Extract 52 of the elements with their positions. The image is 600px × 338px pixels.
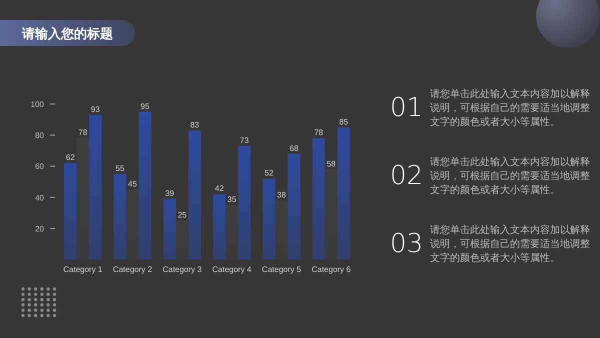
bar xyxy=(138,112,152,260)
chart-title: 请输入您的标题 xyxy=(22,25,113,43)
data-label: 39 xyxy=(165,188,175,198)
y-tick-label: 100 xyxy=(30,100,45,109)
data-label: 42 xyxy=(214,184,224,194)
data-label: 78 xyxy=(78,128,88,138)
text: 请您单击此处输入文本内容加以解释说明，可根据自己的需要适当地调整文字的颜色或者大小等属性。 xyxy=(430,224,591,266)
text: 请您单击此处输入文本内容加以解释说明，可根据自己的需要适当地调整文字的颜色或者大小等属性。 xyxy=(430,88,591,130)
bar xyxy=(238,146,251,260)
x-tick-label: Category 1 xyxy=(63,265,103,274)
bar xyxy=(312,138,325,260)
y-tick-label: 80 xyxy=(35,131,45,140)
y-tick-label: 20 xyxy=(35,224,45,234)
bar xyxy=(188,130,201,260)
text: 02 xyxy=(390,161,424,191)
bar xyxy=(226,205,238,260)
bar xyxy=(64,163,77,260)
data-label: 73 xyxy=(240,136,250,145)
data-label: 58 xyxy=(326,159,336,168)
data-label: 55 xyxy=(116,164,125,173)
y-tick-label: 60 xyxy=(35,162,45,172)
bar xyxy=(163,198,176,260)
data-label: 45 xyxy=(128,180,138,189)
bar xyxy=(262,178,276,260)
x-tick-label: Category 3 xyxy=(162,265,202,274)
bar xyxy=(114,174,126,260)
bar xyxy=(176,220,188,260)
bar xyxy=(288,154,300,260)
data-label: 95 xyxy=(140,102,150,111)
data-label: 62 xyxy=(66,153,76,162)
data-label: 85 xyxy=(339,117,349,126)
text: 01 xyxy=(390,93,424,123)
data-label: 38 xyxy=(277,190,286,200)
x-tick-label: Category 6 xyxy=(312,265,352,274)
bar xyxy=(89,114,102,260)
x-tick-label: Category 5 xyxy=(262,265,302,274)
bar xyxy=(126,190,139,260)
data-label: 83 xyxy=(190,120,200,130)
data-label: 25 xyxy=(178,210,188,220)
text: 03 xyxy=(390,229,424,259)
y-tick-label: 40 xyxy=(35,193,45,202)
bar xyxy=(337,127,350,260)
data-label: 52 xyxy=(264,168,274,178)
x-tick-label: Category 2 xyxy=(112,265,153,274)
text: 请您单击此处输入文本内容加以解释说明，可根据自己的需要适当地调整文字的颜色或者大小等属性。 xyxy=(430,156,591,198)
x-tick-label: Category 4 xyxy=(212,265,252,274)
data-label: 68 xyxy=(290,144,299,153)
bar xyxy=(213,194,226,260)
bar xyxy=(275,200,288,260)
data-label: 35 xyxy=(227,195,237,204)
data-label: 93 xyxy=(90,104,100,114)
data-label: 78 xyxy=(314,128,324,138)
